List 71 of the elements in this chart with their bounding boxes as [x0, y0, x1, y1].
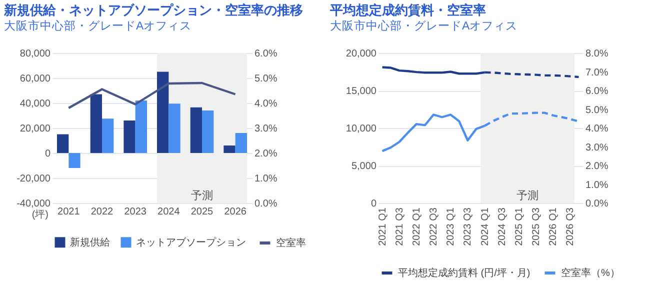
bar — [224, 146, 236, 153]
y2-tick-label: 0.0% — [586, 198, 608, 210]
y2-tick-label: 4.0% — [586, 124, 608, 134]
x-tick-label: 2024 Q1 — [480, 207, 491, 246]
chart-subtitle: 大阪市中心部・グレードAオフィス — [4, 18, 192, 32]
legend-label: 平均想定成約賃料 (円/坪・月) — [398, 267, 530, 279]
bar — [102, 118, 114, 153]
y-tick-label: 20,000 — [346, 48, 377, 60]
x-tick-label: 2022 Q3 — [428, 207, 440, 246]
x-tick-label: 2026 Q3 — [565, 207, 576, 246]
y2-tick-label: 7.0% — [586, 67, 608, 78]
y2-tick-label: 2.0% — [586, 161, 608, 172]
y2-tick-label: 1.0% — [254, 174, 278, 184]
y-tick-label: 0 — [44, 148, 51, 160]
y-tick-label: 0 — [370, 198, 377, 210]
bar — [135, 100, 147, 153]
y2-tick-label: 8.0% — [586, 48, 608, 60]
legend-label: 新規供給 — [70, 236, 110, 248]
y2-tick-label: 2.0% — [254, 148, 278, 160]
bar — [90, 94, 102, 153]
y2-tick-label: 1.0% — [586, 180, 608, 191]
bar — [68, 153, 80, 168]
y-tick-label: 40,000 — [20, 98, 51, 110]
y-tick-label: 60,000 — [20, 74, 51, 84]
x-tick-label: 2024 Q3 — [496, 207, 508, 246]
x-tick-label: 2021 — [58, 206, 80, 218]
chart-title: 新規供給・ネットアブソープション・空室率の推移 — [3, 2, 303, 18]
y2-tick-label: 5.0% — [586, 104, 608, 116]
legend-label: ネットアブソープション — [136, 236, 246, 248]
legend-label: 空室率（%） — [561, 267, 620, 279]
y2-tick-label: 6.0% — [586, 86, 608, 97]
y-tick-label: 10,000 — [346, 124, 377, 134]
y2-tick-label: 5.0% — [254, 74, 278, 84]
line-series — [68, 82, 236, 110]
x-tick-label: 2022 Q1 — [411, 207, 422, 246]
bar — [157, 72, 169, 153]
x-tick-label: 2026 Q1 — [548, 207, 560, 246]
chart-title: 平均想定成約賃料・空室率 — [329, 2, 486, 18]
x-tick-label: 2026 — [224, 206, 247, 218]
band-label: 予測 — [191, 190, 213, 202]
y-tick-label: 5,000 — [351, 161, 377, 172]
bar — [235, 133, 247, 153]
y2-tick-label: 0.0% — [254, 198, 278, 210]
x-tick-label: 2025 Q1 — [514, 207, 525, 246]
y2-tick-label: 6.0% — [254, 48, 278, 60]
band-label: 予測 — [516, 190, 538, 202]
bar — [57, 134, 69, 153]
bar — [190, 107, 202, 153]
y2-tick-label: 4.0% — [254, 98, 278, 110]
y2-tick-label: 3.0% — [586, 142, 608, 154]
bar — [168, 104, 180, 153]
y-tick-label: -40,000 — [16, 198, 51, 210]
bar — [124, 120, 136, 153]
y-tick-label: 80,000 — [20, 48, 51, 60]
x-tick-label: 2021 Q3 — [394, 207, 406, 246]
y-tick-label: -20,000 — [16, 174, 51, 184]
x-tick-label: 2023 — [124, 206, 147, 218]
y2-tick-label: 3.0% — [254, 124, 278, 134]
y-axis-title: (坪) — [32, 208, 48, 220]
x-tick-label: 2021 Q1 — [377, 207, 388, 246]
chart-subtitle: 大阪市中心部・グレードAオフィス — [330, 18, 518, 32]
x-tick-label: 2023 Q1 — [446, 207, 457, 246]
x-tick-label: 2025 — [190, 206, 214, 218]
x-tick-label: 2024 — [158, 206, 180, 218]
x-tick-label: 2022 — [90, 206, 114, 218]
x-tick-label: 2025 Q3 — [531, 207, 542, 246]
legend-label: 空室率 — [276, 237, 306, 249]
y-tick-label: 15,000 — [346, 86, 377, 97]
bar — [202, 110, 214, 153]
x-tick-label: 2023 Q3 — [462, 207, 474, 246]
y-tick-label: 20,000 — [20, 124, 51, 134]
